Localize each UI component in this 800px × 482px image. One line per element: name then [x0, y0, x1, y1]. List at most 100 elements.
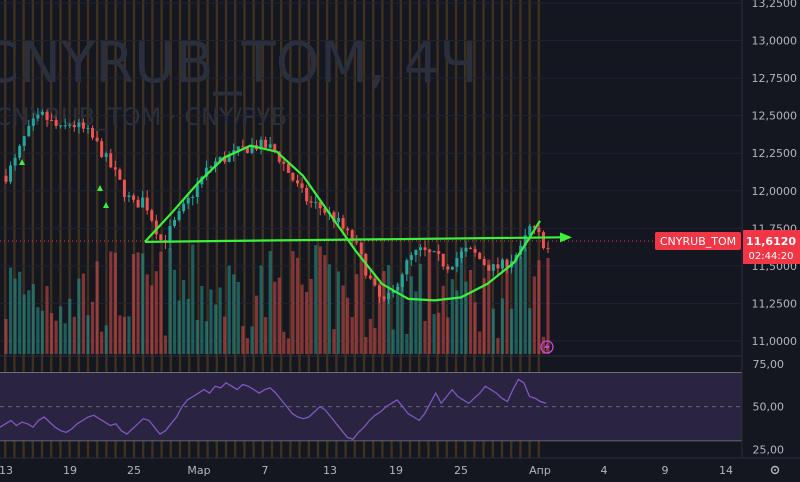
price-tick-label: 12,0000	[752, 185, 798, 198]
volume-bar	[450, 279, 454, 354]
session-stripe	[464, 0, 467, 458]
price-axis[interactable]	[742, 0, 800, 458]
volume-bar	[131, 254, 136, 354]
volume-bar	[27, 290, 31, 354]
rsi-tick-label: 75,00	[753, 358, 785, 371]
wave-annotation[interactable]	[144, 144, 541, 302]
volume-bar	[505, 267, 509, 354]
volume-bar	[18, 271, 22, 354]
volume-bar	[455, 290, 459, 354]
volume-bar	[81, 273, 86, 354]
candle-body	[528, 226, 532, 236]
session-stripe	[298, 0, 301, 458]
session-stripe	[482, 0, 485, 458]
candle-body	[496, 264, 500, 269]
candle-body	[145, 197, 149, 211]
session-stripe	[151, 0, 154, 458]
price-tick-label: 12,2500	[752, 147, 798, 160]
lightning-icon[interactable]	[540, 340, 554, 354]
volume-bar	[468, 269, 473, 354]
gear-icon[interactable]	[770, 465, 780, 475]
volume-bar	[49, 313, 54, 354]
volume-bar	[464, 281, 468, 354]
session-stripe	[234, 0, 237, 458]
volume-bar	[400, 279, 404, 354]
session-stripe	[4, 0, 7, 458]
rsi-pane	[0, 372, 742, 442]
candle-body	[482, 258, 486, 265]
volume-bar	[250, 326, 254, 354]
session-stripe	[96, 0, 99, 458]
volume-bar	[104, 325, 108, 354]
session-stripe	[335, 0, 338, 458]
price-tick-label: 13,2500	[752, 0, 798, 10]
candle-body	[432, 251, 436, 253]
volume-bar	[473, 302, 477, 354]
volume-bar	[191, 244, 195, 354]
time-tick-label: 4	[601, 464, 608, 477]
session-stripe	[289, 0, 292, 458]
volume-bar	[136, 252, 140, 354]
candle-body	[127, 195, 131, 197]
session-stripe	[519, 0, 522, 458]
candle-body	[405, 260, 409, 275]
volume-bar	[113, 252, 117, 354]
volume-bar	[437, 312, 441, 354]
volume-bar	[350, 317, 354, 354]
drawn-annotations[interactable]	[144, 144, 572, 302]
volume-bar	[309, 278, 313, 354]
time-axis[interactable]	[0, 458, 800, 482]
candle-body	[282, 161, 286, 164]
session-stripe	[372, 0, 375, 458]
session-stripe	[243, 0, 246, 458]
price-tick-label: 12,5000	[752, 110, 798, 123]
candle-body	[541, 232, 545, 249]
session-stripe	[436, 0, 439, 458]
session-stripe	[399, 0, 402, 458]
candle-body	[9, 165, 13, 182]
candle-body	[81, 122, 85, 129]
candle-body	[223, 156, 227, 162]
session-stripe	[160, 0, 163, 458]
candle-body	[177, 211, 181, 220]
time-tick-label: Апр	[529, 464, 551, 477]
volume-bar	[318, 246, 322, 354]
candle-body	[400, 274, 404, 287]
volume-bar	[204, 321, 209, 354]
candle-body	[478, 252, 482, 259]
volume-bar	[359, 251, 363, 354]
session-stripe	[22, 0, 25, 458]
volume-bar	[305, 291, 309, 354]
volume-bar	[459, 247, 464, 354]
volume-bar	[500, 298, 505, 354]
volume-bar	[209, 289, 213, 354]
volume-bar	[45, 286, 49, 354]
candle-body	[309, 201, 313, 203]
buy-signal-marker	[103, 202, 109, 208]
candle-body	[355, 241, 359, 243]
volume-bar	[528, 308, 532, 354]
volume-bar	[127, 316, 131, 354]
session-stripe	[491, 0, 494, 458]
volume-bar	[195, 320, 199, 354]
candle-body	[40, 111, 44, 115]
volume-bar	[77, 278, 81, 354]
symbol-badge[interactable]	[655, 232, 741, 250]
candle-body	[27, 125, 31, 137]
volume-bar	[496, 337, 500, 354]
horizontal-trendline[interactable]	[144, 236, 563, 243]
buy-signal-marker	[97, 185, 103, 191]
volume-bar	[368, 318, 372, 354]
volume-bar	[182, 279, 186, 354]
candle-body	[446, 266, 450, 270]
trendline-arrowhead	[560, 232, 572, 243]
volume-bar	[245, 338, 249, 354]
volume-bar	[364, 336, 368, 354]
candle-body	[191, 196, 195, 198]
candle-body	[150, 210, 154, 221]
volume-bar	[286, 338, 290, 354]
last-price-badge[interactable]	[743, 230, 800, 264]
candle-body	[72, 124, 76, 128]
session-stripe	[270, 0, 274, 458]
